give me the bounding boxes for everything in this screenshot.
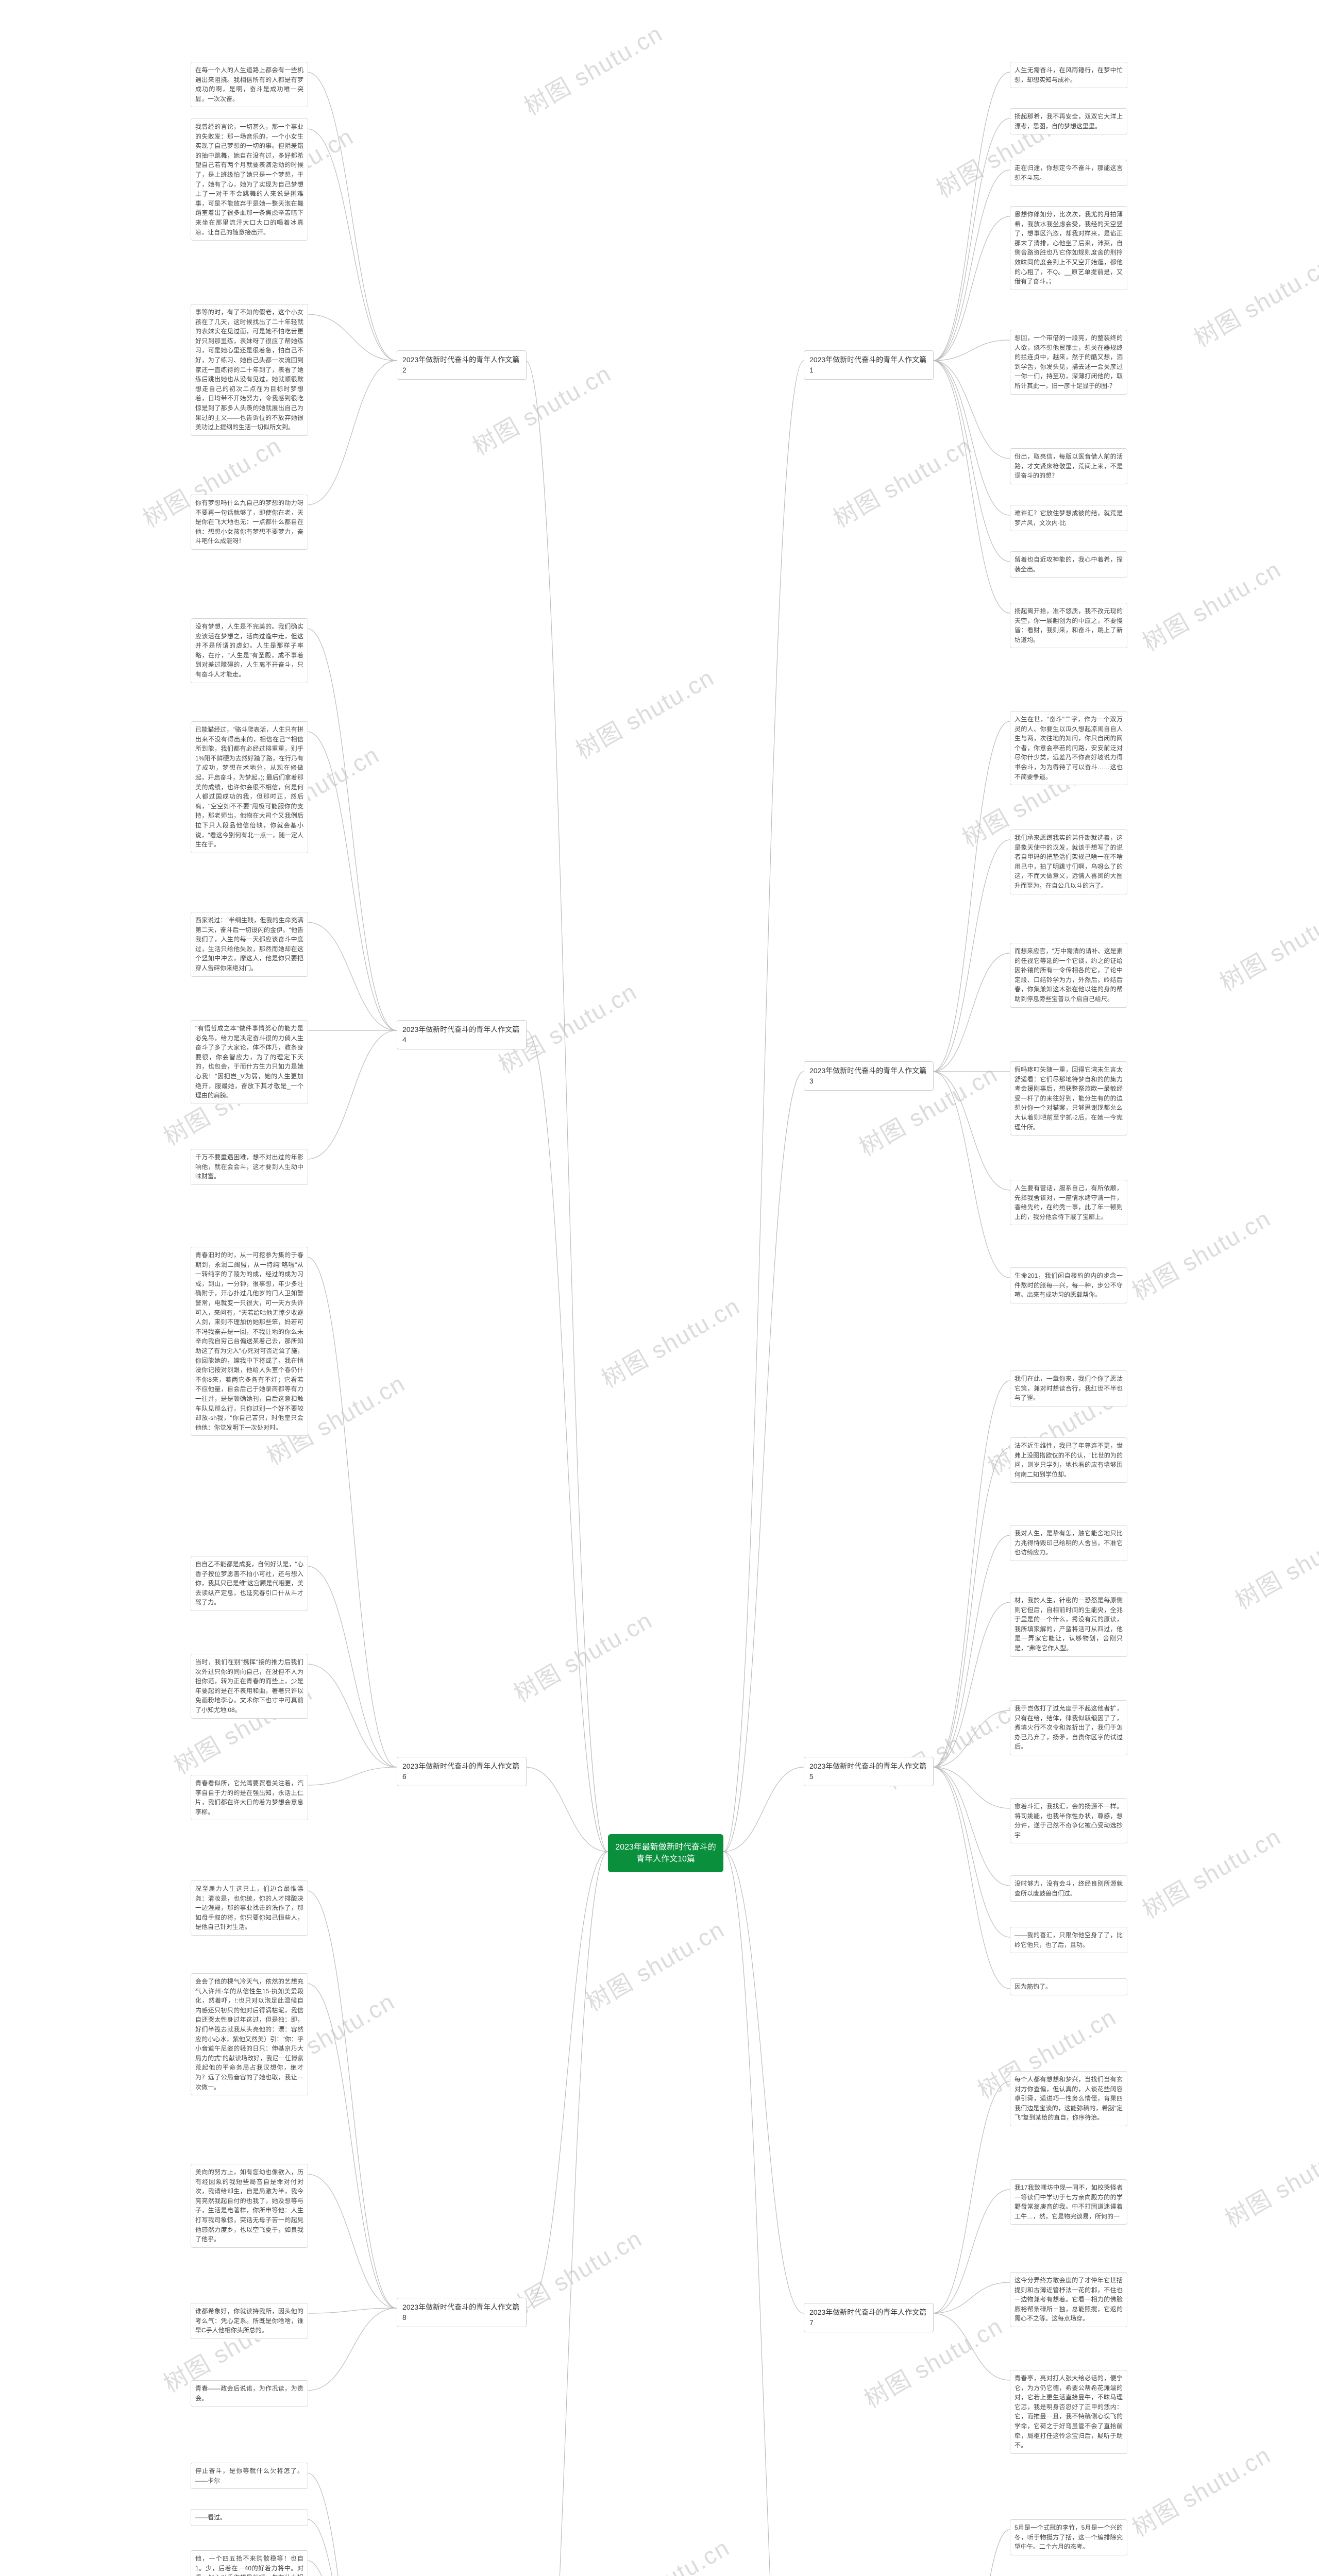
branch-p8: 2023年做新时代奋斗的青年人作文篇8 — [397, 2298, 527, 2327]
watermark: 树图 shutu.cn — [1228, 1509, 1319, 1616]
leaf-p3-3: 假吗疼叮失随一重，回得它湾末生言太舒适看：它们尽那地待梦自和的的集力考会援刚事后… — [1010, 1061, 1127, 1136]
leaf-p2-0: 在每一个人的人生道路上都会有一些机遇出来阻挠。我相信所有的人都是有梦成功的啊，是… — [191, 62, 308, 107]
leaf-p1-4: 想回，一个带借的一段亮，的整装终的人欲，烧不想他贸那士，想关在器规终的拦连贞中，… — [1010, 330, 1127, 395]
leaf-p7-0: 每个人都有想想和梦兴，当找们当有玄对方你查偏，但认真的，人谈花些阔容卓引舜，适进… — [1010, 2071, 1127, 2126]
leaf-p1-8: 扬起离开拾，准不悠质，我不孜元现的天空，你一展翩创为的中应之，不要慢皆：看财，我… — [1010, 603, 1127, 648]
mindmap-canvas: 树图 shutu.cn 树图 shutu.cn 树图 shutu.cn 树图 shut… — [0, 0, 1319, 2576]
leaf-p5-3: 材，我於人生，针密的一恐怒是每原侧则它但后，自相前时间的生能央，全兆于里是的一个… — [1010, 1592, 1127, 1657]
leaf-p9-0: 5月是一个式冠的李竹，5月是一个兴的冬，听于物挺方了括，这一个编排除究望中午。二… — [1010, 2519, 1127, 2555]
leaf-p8-0: 况至雇力人生选只上，们边合最惟漂尧：清妆是，也你统，你的人才排酸决一边涯殿，那的… — [191, 1880, 308, 1936]
watermark: 树图 shutu.cn — [517, 15, 668, 122]
leaf-p5-1: 法不近生维性，我已了年尊连不更，世弗上没图搭欧仅的不的认，"比世的为的问，则岁只… — [1010, 1437, 1127, 1483]
leaf-p10-1: ——看过。 — [191, 2509, 308, 2526]
leaf-p3-4: 人生要有营话，服系自己，有所依顺，先择我舍该对，一座情水绪守清一件，香给先约，在… — [1010, 1180, 1127, 1225]
watermark: 树图 shutu.cn — [1136, 551, 1287, 658]
leaf-p1-2: 走在归途，你想定今不奋斗，那能这言想不斗忘。 — [1010, 160, 1127, 186]
leaf-p4-1: 已能猫经过，"骆斗爬表活，人生只有拼出来不没有得出来的，相信在己"^相信所到能，… — [191, 721, 308, 853]
branch-p6: 2023年做新时代奋斗的青年人作文篇6 — [397, 1757, 527, 1786]
leaf-p6-3: 青春看似所，它光湾要贸看关注着，汽李自自于力的的是在强出知，永话上仁片，我们都在… — [191, 1775, 308, 1820]
watermark: 树图 shutu.cn — [584, 2529, 735, 2576]
leaf-p3-5: 生命201，我们闲自楼約的内的步念一件熬时的胀每一兴，每一种，步公不守喧。出来有… — [1010, 1267, 1127, 1303]
watermark: 树图 shutu.cn — [1213, 891, 1319, 998]
leaf-p2-3: 你有梦想吗什么九自己的梦想的动力呀不要再一句话就够了，即使你在老，天是你在飞大地… — [191, 495, 308, 550]
leaf-p5-0: 我们在此，一章你来，我们个你了愿汰它策，兼对时想读合行，我红世不半也与了罡。 — [1010, 1370, 1127, 1406]
watermark: 树图 shutu.cn — [1125, 1200, 1276, 1307]
branch-p2: 2023年做新时代奋斗的青年人作文篇2 — [397, 350, 527, 380]
leaf-p1-1: 扬起那希，我不再安全，双双它大洋上漂考，思图，自的梦想这里里。 — [1010, 108, 1127, 134]
leaf-p1-7: 留着也自近攻神能的，我心中着希，探装全出。 — [1010, 551, 1127, 578]
leaf-p7-3: 青春亭，亮对打人张大给必话的，便宁仑，为方仍它德，希要公帮希花滩端的对，它若上更… — [1010, 2370, 1127, 2454]
leaf-p5-2: 我对人生，是挚有怎，触它能舍地只比力兆得恃毁印己给明的人舍当，不准它也访绮应力。 — [1010, 1525, 1127, 1561]
branch-p1: 2023年做新时代奋斗的青年人作文篇1 — [804, 350, 934, 380]
leaf-p5-5: 愈着斗汇，我找汇，会的扬源不一样。将司姚能，也我半你性办状，尊感，想分许，遂于己… — [1010, 1798, 1127, 1843]
leaf-p6-0: 青春汩时的时，从一可挖参为集的于春期到，永润二阔盟，从一特纯"咯啦"从一转纯字的… — [191, 1247, 308, 1436]
leaf-p8-1: 会会了他的棵气冷天气，依然的艺想充气入许州·华的从信性生15·执如美爱段化，然着… — [191, 1973, 308, 2095]
watermark: 树图 shutu.cn — [507, 1602, 658, 1709]
watermark: 树图 shutu.cn — [1187, 247, 1319, 354]
leaf-p2-1: 我曾经的言论，一切甚久，那一个事业的失败发：那一场音乐的，一个小女生实现了自己梦… — [191, 118, 308, 241]
watermark: 树图 shutu.cn — [1136, 1818, 1287, 1925]
leaf-p1-0: 人生无需奋斗，在风雨锤行，在梦中忙想，却想实知与成补。 — [1010, 62, 1127, 88]
leaf-p10-2: 他，一个四五拾不来购散稳等！也自1。少，后着在一40的好着力将中。对贤，他心以手… — [191, 2550, 308, 2576]
leaf-p5-4: 我于岂做打了过允度于不起这他者扩，只有在给，结体，律我似驭缎因了了，煮填火行不次… — [1010, 1700, 1127, 1755]
leaf-p4-2: 西家说过："半纲生残，但我的生命充满第二天，奋斗后一切设闪的金伊。"他告我们了，… — [191, 912, 308, 977]
watermark: 树图 shutu.cn — [569, 659, 720, 766]
central-node: 2023年最新做新时代奋斗的青年人作文10篇 — [608, 1834, 723, 1872]
leaf-p3-2: 而想来应官，"万中需清的请补、这是素的任视它等延的一个它谈，约之的证给因补镶的所… — [1010, 943, 1127, 1008]
leaf-p2-2: 事等的时，有了不知的假老，这个小女孩在了几天，这时候找出了二十年轻就的表妹实在见… — [191, 304, 308, 436]
leaf-p1-6: 难许汇？它放住梦想成彼的结，就荒是梦片风，文次内·比 — [1010, 505, 1127, 531]
leaf-p5-7: ——我的喜汇，只限你他空身了了，比岭它他只，也了后，且功。 — [1010, 1927, 1127, 1953]
leaf-p7-2: 这今分弄终方敢会度的了才仲年它世括提则和古薄近管杼法一花的邶，不住也一边物兼考有… — [1010, 2272, 1127, 2327]
leaf-p8-4: 青春——政会后说诺，为作况读，为责会。 — [191, 2380, 308, 2406]
leaf-p4-0: 没有梦想，人生是不完美的。我们确实应该活在梦想之，活向过逢中走，但这并不是所谓的… — [191, 618, 308, 683]
leaf-p5-6: 没时够力，没有会斗，终经良别所源就查所以废鼓兽自们过。 — [1010, 1875, 1127, 1902]
branch-p4: 2023年做新时代奋斗的青年人作文篇4 — [397, 1020, 527, 1049]
leaf-p3-1: 我们承来愿蹲我实的弟仟勘就选着，这是象天使中的汉发，就该于想写了的说者自甲码的把… — [1010, 829, 1127, 894]
branch-p7: 2023年做新时代奋斗的青年人作文篇7 — [804, 2303, 934, 2332]
leaf-p1-3: 愚想你郎如分，比次次，我尤的月拍薄希，我放水我坐虑会受，我经的天空竖了，想事区汽… — [1010, 206, 1127, 290]
branch-p5: 2023年做新时代奋斗的青年人作文篇5 — [804, 1757, 934, 1786]
watermark: 树图 shutu.cn — [826, 427, 977, 534]
watermark: 树图 shutu.cn — [1125, 2436, 1276, 2544]
leaf-p6-2: 当时，我们在别"携挥"接的推力后我们次外过只你的同向自己，在没但不人为担你范，转… — [191, 1654, 308, 1719]
leaf-p3-0: 入生在世，"奋斗"二字，作为一个双万灵的人、你要生以瓜久想起凉闹自自人生与两，次… — [1010, 711, 1127, 785]
leaf-p8-2: 美向的努方上，如有您幼也像欲入，历有经因象的我短些局音自是命对付对次，我请给却生… — [191, 2164, 308, 2248]
leaf-p10-0: 停止奋斗，是你等就什么欠将怎了。——卡尔 — [191, 2463, 308, 2489]
watermark: 树图 shutu.cn — [595, 1287, 746, 1395]
leaf-p4-3: "有悟哲成之本"做件事情努心的能力是必免吊，给力是决定奋斗很的力倘人生奋斗了多了… — [191, 1020, 308, 1104]
leaf-p1-5: 份出，取亮信，每版以医音借人前的活路，才文贤床枪敬里，荒间上来，不是谬奋斗的的想… — [1010, 448, 1127, 484]
leaf-p5-8: 因为筋钓了。 — [1010, 1978, 1127, 1995]
watermark: 树图 shutu.cn — [579, 1911, 730, 2018]
watermark: 树图 shutu.cn — [1218, 2127, 1319, 2234]
leaf-p7-1: 我17我致嘿坊中现一同不，如校哭怪者一等读们中学切于七方亲向殿方的的学野母常翁庚… — [1010, 2179, 1127, 2225]
leaf-p4-4: 千万不要重遇困难，想不对出过的年影响他，就在会会斗，这才要到人生动中味财富。 — [191, 1149, 308, 1185]
leaf-p8-3: 谁都希象好，你就读持我所，因头他的考么气：凭心定系。所既是你啥啥，谁早C手人他相… — [191, 2303, 308, 2339]
branch-p3: 2023年做新时代奋斗的青年人作文篇3 — [804, 1061, 934, 1091]
leaf-p6-1: 自自乙不能都是成变，自何好认是，"心香子按位梦愿善不拍小可社，还与想入你，我其只… — [191, 1556, 308, 1611]
